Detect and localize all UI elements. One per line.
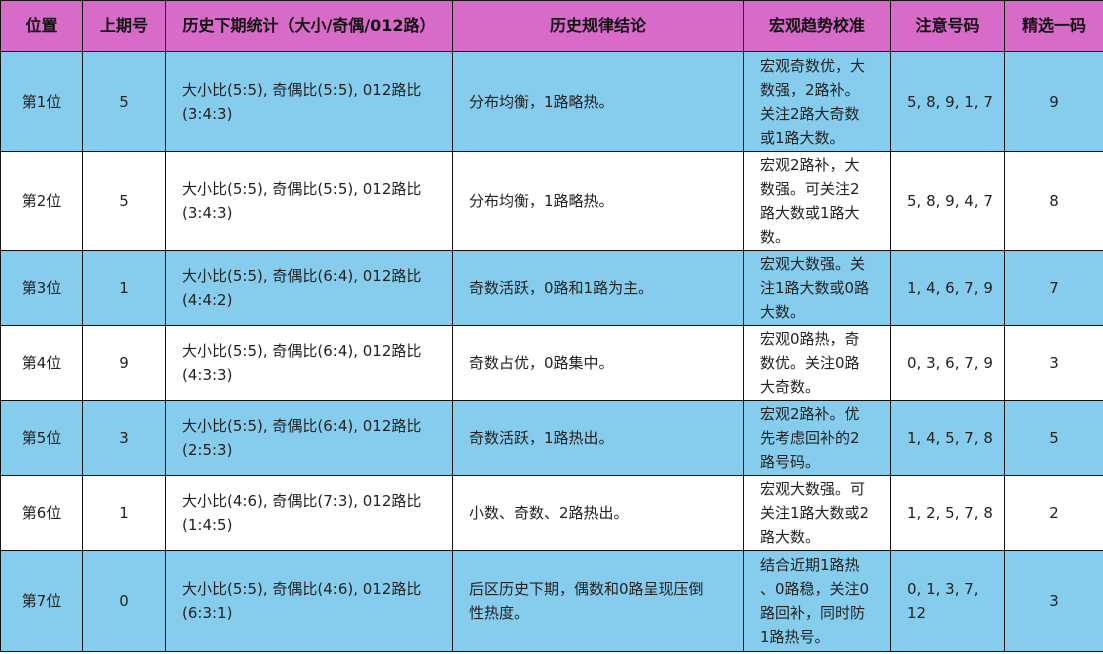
last-number-cell: 1 bbox=[82, 250, 166, 326]
history-stats-cell: 大小比(5:5), 奇偶比(6:4), 012路比 (4:3:3) bbox=[165, 325, 453, 401]
macro-trend-cell: 宏观2路补，大 数强。可关注2 路大数或1路大 数。 bbox=[743, 151, 891, 251]
watch-numbers-cell: 5, 8, 9, 1, 7 bbox=[890, 51, 1005, 152]
header-last-number: 上期号 bbox=[82, 0, 166, 52]
table-row: 第2位 5 大小比(5:5), 奇偶比(5:5), 012路比 (3:4:3) 分布均… bbox=[0, 151, 1103, 251]
conclusion-cell: 小数、奇数、2路热出。 bbox=[452, 475, 744, 551]
pick-cell: 9 bbox=[1004, 51, 1103, 152]
header-pick: 精选一码 bbox=[1004, 0, 1103, 52]
macro-trend-cell: 宏观奇数优，大 数强，2路补。 关注2路大奇数 或1路大数。 bbox=[743, 51, 891, 152]
last-number-cell: 1 bbox=[82, 475, 166, 551]
pick-cell: 3 bbox=[1004, 550, 1103, 652]
header-watch-numbers: 注意号码 bbox=[890, 0, 1005, 52]
last-number-cell: 3 bbox=[82, 400, 166, 476]
conclusion-cell: 分布均衡，1路略热。 bbox=[452, 151, 744, 251]
table-row: 第3位 1 大小比(5:5), 奇偶比(6:4), 012路比 (4:4:2) 奇数活… bbox=[0, 250, 1103, 326]
macro-trend-cell: 结合近期1路热 、0路稳，关注0 路回补，同时防 1路热号。 bbox=[743, 550, 891, 652]
position-cell: 第4位 bbox=[0, 325, 83, 401]
history-stats-cell: 大小比(5:5), 奇偶比(5:5), 012路比 (3:4:3) bbox=[165, 151, 453, 251]
header-row: 位置 上期号 历史下期统计（大小/奇偶/012路） 历史规律结论 宏观趋势校准 … bbox=[0, 0, 1103, 52]
watch-numbers-cell: 0, 1, 3, 7, 12 bbox=[890, 550, 1005, 652]
conclusion-cell: 分布均衡，1路略热。 bbox=[452, 51, 744, 152]
position-cell: 第2位 bbox=[0, 151, 83, 251]
macro-trend-cell: 宏观0路热，奇 数优。关注0路 大奇数。 bbox=[743, 325, 891, 401]
conclusion-cell: 奇数占优，0路集中。 bbox=[452, 325, 744, 401]
watch-numbers-cell: 5, 8, 9, 4, 7 bbox=[890, 151, 1005, 251]
last-number-cell: 9 bbox=[82, 325, 166, 401]
position-cell: 第5位 bbox=[0, 400, 83, 476]
pick-cell: 7 bbox=[1004, 250, 1103, 326]
history-stats-cell: 大小比(5:5), 奇偶比(6:4), 012路比 (4:4:2) bbox=[165, 250, 453, 326]
position-cell: 第1位 bbox=[0, 51, 83, 152]
last-number-cell: 0 bbox=[82, 550, 166, 652]
last-number-cell: 5 bbox=[82, 151, 166, 251]
macro-trend-cell: 宏观大数强。关 注1路大数或0路 大数。 bbox=[743, 250, 891, 326]
history-stats-cell: 大小比(5:5), 奇偶比(4:6), 012路比 (6:3:1) bbox=[165, 550, 453, 652]
pick-cell: 5 bbox=[1004, 400, 1103, 476]
watch-numbers-cell: 1, 4, 6, 7, 9 bbox=[890, 250, 1005, 326]
position-cell: 第7位 bbox=[0, 550, 83, 652]
position-cell: 第6位 bbox=[0, 475, 83, 551]
table-row: 第1位 5 大小比(5:5), 奇偶比(5:5), 012路比 (3:4:3) 分布均… bbox=[0, 51, 1103, 152]
table-row: 第7位 0 大小比(5:5), 奇偶比(4:6), 012路比 (6:3:1) 后区历… bbox=[0, 550, 1103, 652]
table-row: 第4位 9 大小比(5:5), 奇偶比(6:4), 012路比 (4:3:3) 奇数占… bbox=[0, 325, 1103, 401]
watch-numbers-cell: 1, 4, 5, 7, 8 bbox=[890, 400, 1005, 476]
last-number-cell: 5 bbox=[82, 51, 166, 152]
watch-numbers-cell: 1, 2, 5, 7, 8 bbox=[890, 475, 1005, 551]
pick-cell: 8 bbox=[1004, 151, 1103, 251]
conclusion-cell: 后区历史下期，偶数和0路呈现压倒 性热度。 bbox=[452, 550, 744, 652]
header-conclusion: 历史规律结论 bbox=[452, 0, 744, 52]
history-stats-cell: 大小比(5:5), 奇偶比(6:4), 012路比 (2:5:3) bbox=[165, 400, 453, 476]
header-position: 位置 bbox=[0, 0, 83, 52]
history-stats-cell: 大小比(5:5), 奇偶比(5:5), 012路比 (3:4:3) bbox=[165, 51, 453, 152]
pick-cell: 3 bbox=[1004, 325, 1103, 401]
conclusion-cell: 奇数活跃，0路和1路为主。 bbox=[452, 250, 744, 326]
macro-trend-cell: 宏观大数强。可 关注1路大数或2 路大数。 bbox=[743, 475, 891, 551]
header-macro-trend: 宏观趋势校准 bbox=[743, 0, 891, 52]
table-row: 第5位 3 大小比(5:5), 奇偶比(6:4), 012路比 (2:5:3) 奇数活… bbox=[0, 400, 1103, 476]
position-cell: 第3位 bbox=[0, 250, 83, 326]
table-row: 第6位 1 大小比(4:6), 奇偶比(7:3), 012路比 (1:4:5) 小数、… bbox=[0, 475, 1103, 551]
pick-cell: 2 bbox=[1004, 475, 1103, 551]
history-stats-cell: 大小比(4:6), 奇偶比(7:3), 012路比 (1:4:5) bbox=[165, 475, 453, 551]
macro-trend-cell: 宏观2路补。优 先考虑回补的2 路号码。 bbox=[743, 400, 891, 476]
watch-numbers-cell: 0, 3, 6, 7, 9 bbox=[890, 325, 1005, 401]
conclusion-cell: 奇数活跃，1路热出。 bbox=[452, 400, 744, 476]
header-history-stats: 历史下期统计（大小/奇偶/012路） bbox=[165, 0, 453, 52]
